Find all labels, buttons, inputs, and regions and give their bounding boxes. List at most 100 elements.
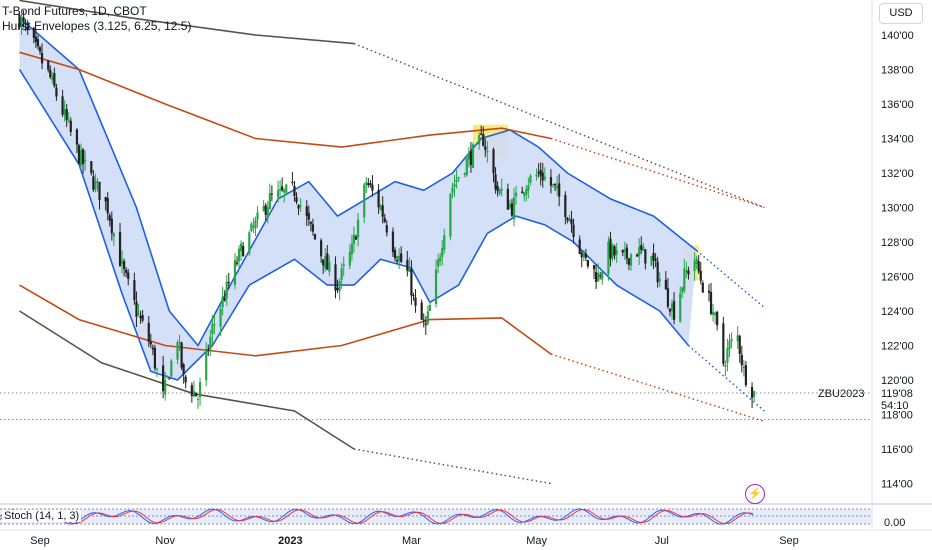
currency-button[interactable]: USD — [879, 3, 923, 24]
x-tick-label: Sep — [779, 535, 799, 547]
candle-body — [365, 182, 368, 186]
candle-body — [699, 270, 702, 281]
candle-body — [192, 391, 196, 397]
candle-body — [77, 145, 81, 164]
candle-body — [110, 218, 113, 234]
candle-body — [153, 347, 157, 369]
candle-body — [654, 258, 657, 261]
candle-body — [125, 269, 128, 273]
candle-body — [295, 197, 298, 202]
candle-body — [412, 295, 415, 297]
candle-body — [381, 205, 384, 217]
candle-body — [51, 75, 54, 81]
candle-body — [578, 239, 581, 254]
candle-body — [512, 197, 516, 220]
envelope-outer-upper — [19, 0, 355, 45]
candle-body — [607, 241, 610, 275]
candle-body — [568, 218, 571, 222]
candle-body — [697, 261, 700, 272]
candle-body — [541, 172, 544, 181]
candle-body — [84, 159, 87, 162]
candle-body — [127, 272, 130, 280]
indicator-label[interactable]: Hurst Envelopes (3.125, 6.25, 12.5) — [2, 19, 192, 33]
candle-body — [242, 246, 245, 257]
candle-body — [283, 189, 286, 193]
candle-body — [514, 192, 518, 197]
candle-body — [36, 39, 40, 47]
candle-body — [223, 298, 226, 301]
candle-body — [235, 262, 239, 264]
lightning-icon[interactable]: ⚡ — [745, 484, 765, 504]
candle-body — [141, 315, 144, 321]
y-tick-label: 126'00 — [881, 272, 914, 284]
candle-body — [664, 279, 667, 290]
candle-body — [92, 176, 95, 190]
candle-body — [480, 133, 483, 136]
candle-body — [221, 296, 224, 308]
candle-body — [149, 341, 152, 345]
candle-body — [716, 311, 719, 326]
candle-body — [322, 259, 325, 266]
projection-mid-upper — [550, 137, 765, 209]
candle-body — [714, 312, 717, 316]
candle-body — [233, 260, 237, 285]
candle-body — [551, 184, 555, 186]
candle-body — [207, 349, 210, 351]
candle-body — [471, 144, 475, 168]
candle-body — [693, 260, 696, 272]
candle-body — [385, 225, 388, 233]
last-price-label: 119'08 — [881, 388, 913, 400]
stoch-legend[interactable]: Stoch (14, 1, 3) — [2, 510, 82, 522]
y-tick-label: 128'00 — [881, 237, 914, 249]
candle-body — [162, 365, 165, 392]
candle-body — [753, 391, 756, 397]
candle-body — [164, 379, 167, 395]
candle-body — [184, 376, 187, 383]
candle-body — [681, 287, 684, 293]
candle-body — [336, 288, 339, 290]
chart-title[interactable]: T-Bond Futures, 1D, CBOT — [2, 4, 147, 18]
candle-body — [170, 360, 173, 377]
candle-body — [291, 181, 294, 183]
candle-body — [467, 153, 470, 160]
x-tick-label: Mar — [402, 535, 421, 547]
candle-body — [225, 281, 228, 299]
candle-body — [268, 192, 271, 210]
candle-body — [65, 109, 68, 120]
candle-body — [724, 364, 727, 367]
candle-body — [744, 365, 748, 386]
candle-body — [400, 253, 403, 262]
candle-body — [642, 246, 645, 251]
candle-body — [123, 261, 126, 270]
candle-body — [354, 236, 358, 240]
candle-body — [597, 273, 600, 282]
candle-body — [147, 322, 150, 342]
candle-body — [383, 217, 386, 222]
candle-body — [256, 212, 259, 220]
candle-body — [679, 293, 682, 322]
candle-body — [340, 268, 343, 280]
candle-body — [311, 224, 315, 232]
candle-body — [38, 47, 42, 52]
candle-body — [486, 150, 489, 153]
envelope-inner-upper — [18, 17, 698, 347]
candle-body — [629, 254, 633, 266]
candle-body — [426, 311, 429, 324]
candle-body — [529, 175, 532, 183]
candle-body — [96, 181, 99, 183]
candle-body — [391, 231, 395, 253]
y-tick-label: 134'00 — [881, 134, 914, 146]
candle-body — [457, 177, 460, 179]
candle-body — [740, 354, 743, 366]
candle-body — [211, 323, 214, 335]
y-tick-label: 118'00 — [881, 410, 913, 422]
candle-body — [406, 260, 409, 271]
x-tick-label: May — [526, 535, 547, 547]
candle-body — [558, 183, 561, 197]
candle-body — [527, 185, 530, 191]
y-tick-label: 140'00 — [881, 30, 914, 42]
candle-body — [32, 27, 35, 38]
candle-body — [63, 109, 66, 115]
candle-body — [53, 72, 56, 87]
